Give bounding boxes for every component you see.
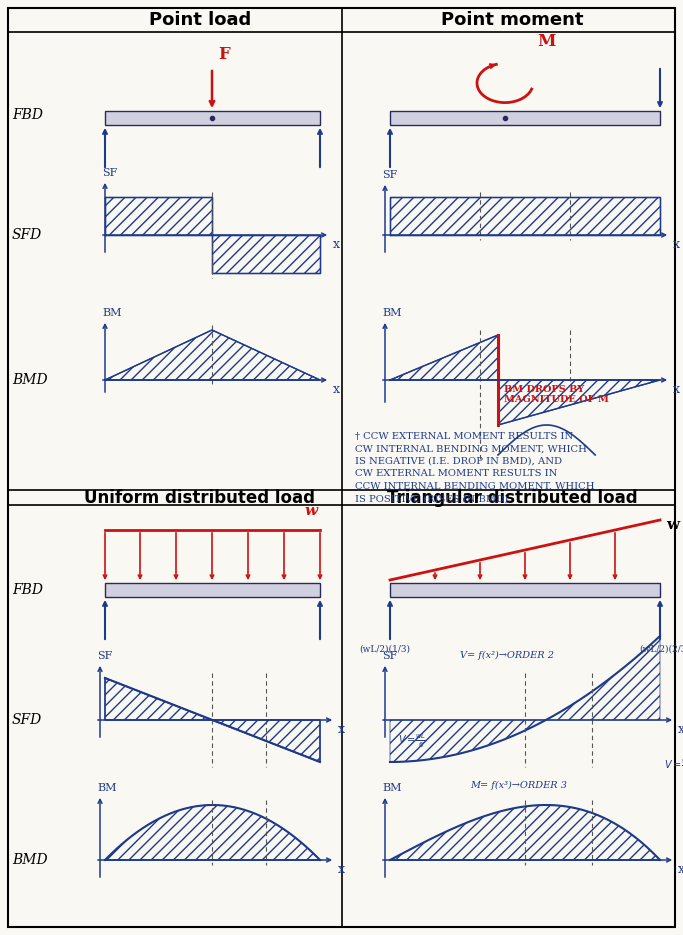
Text: w: w	[305, 504, 318, 518]
Bar	[390, 111, 660, 125]
Text: Point moment: Point moment	[441, 11, 583, 29]
Text: SF: SF	[382, 651, 398, 661]
Text: FBD: FBD	[12, 108, 43, 122]
Text: BM: BM	[102, 308, 122, 318]
Text: BMD: BMD	[12, 853, 48, 867]
Text: Triangular distributed load: Triangular distributed load	[387, 489, 637, 507]
Text: x: x	[673, 238, 680, 251]
Bar	[105, 111, 320, 125]
Text: BM: BM	[97, 783, 117, 793]
Text: FBD: FBD	[12, 583, 43, 597]
Bar	[390, 583, 660, 597]
Text: x: x	[338, 863, 345, 876]
Text: SF: SF	[382, 170, 398, 180]
Text: SF: SF	[102, 168, 117, 178]
Text: M: M	[537, 33, 555, 50]
Text: SFD: SFD	[12, 713, 42, 727]
Text: Point load: Point load	[149, 11, 251, 29]
Text: Uniform distributed load: Uniform distributed load	[85, 489, 316, 507]
Text: $V=\!\frac{wL}{3}$: $V=\!\frac{wL}{3}$	[664, 757, 683, 775]
Text: x: x	[333, 383, 340, 396]
Text: V= f(x²)→ORDER 2: V= f(x²)→ORDER 2	[460, 651, 554, 660]
Bar	[105, 583, 320, 597]
Text: SF: SF	[97, 651, 113, 661]
Text: x: x	[338, 723, 345, 736]
Text: x: x	[678, 723, 683, 736]
Text: x: x	[333, 238, 340, 251]
Text: BMD: BMD	[12, 373, 48, 387]
Text: BM: BM	[382, 783, 402, 793]
Text: $V=\!\frac{wL}{6}$: $V=\!\frac{wL}{6}$	[398, 732, 426, 750]
Text: x: x	[673, 383, 680, 396]
Text: † CCW EXTERNAL MOMENT RESULTS IN
CW INTERNAL BENDING MOMENT, WHICH
IS NEGATIVE (: † CCW EXTERNAL MOMENT RESULTS IN CW INTE…	[355, 432, 594, 504]
Text: (wL/2)(2/3): (wL/2)(2/3)	[639, 645, 683, 654]
Text: (wL/2)(1/3): (wL/2)(1/3)	[359, 645, 410, 654]
Text: SFD: SFD	[12, 228, 42, 242]
Text: BM DROPS BY
MAGNITUDE OF M: BM DROPS BY MAGNITUDE OF M	[504, 385, 609, 405]
Text: M= f(x³)→ORDER 3: M= f(x³)→ORDER 3	[470, 781, 567, 790]
Text: w: w	[666, 518, 679, 532]
Text: BM: BM	[382, 308, 402, 318]
Text: x: x	[678, 863, 683, 876]
Text: F: F	[218, 46, 229, 63]
